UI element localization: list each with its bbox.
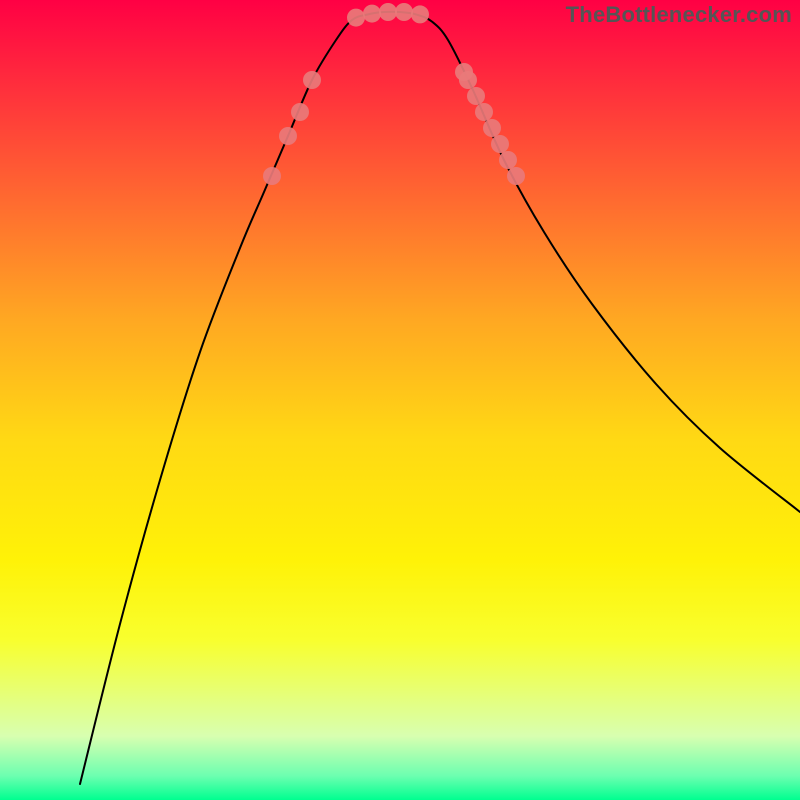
bottleneck-chart: TheBottlenecker.com (0, 0, 800, 800)
marker-point (467, 87, 485, 105)
marker-point (395, 3, 413, 21)
marker-point (347, 9, 365, 27)
marker-point (491, 135, 509, 153)
marker-point (279, 127, 297, 145)
marker-point (459, 71, 477, 89)
marker-point (499, 151, 517, 169)
marker-point (507, 167, 525, 185)
marker-point (475, 103, 493, 121)
chart-background (0, 0, 800, 800)
marker-point (483, 119, 501, 137)
marker-point (303, 71, 321, 89)
watermark-label: TheBottlenecker.com (566, 2, 792, 28)
marker-point (411, 5, 429, 23)
chart-svg (0, 0, 800, 800)
marker-point (291, 103, 309, 121)
marker-point (363, 5, 381, 23)
marker-point (263, 167, 281, 185)
marker-point (379, 3, 397, 21)
